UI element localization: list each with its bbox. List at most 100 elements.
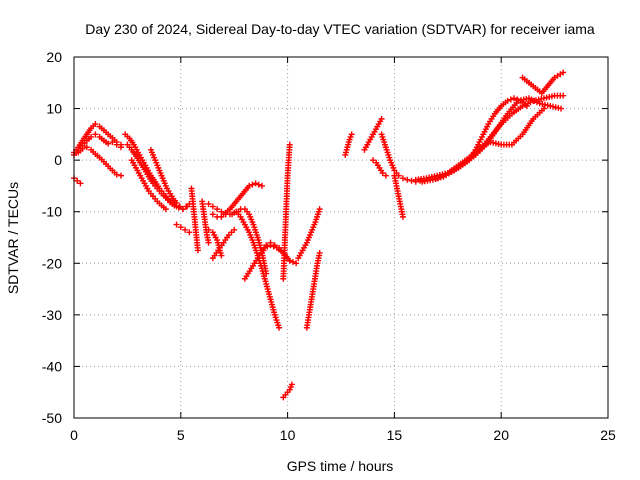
data-point <box>286 257 293 264</box>
axes: 0 5 10 15 20 25 -50 -40 -30 -20 -10 0 10 20 <box>42 49 616 443</box>
series-track-h <box>147 146 193 213</box>
data-point <box>182 226 189 233</box>
data-point <box>205 239 212 246</box>
data-point <box>74 177 81 184</box>
data-point <box>511 95 518 102</box>
data-point <box>109 139 116 146</box>
series-track-o <box>209 226 238 262</box>
data-point <box>289 258 296 265</box>
data-point <box>404 176 411 183</box>
plot-frame <box>73 56 609 419</box>
data-point <box>113 171 120 178</box>
data-point <box>276 324 283 331</box>
data-point <box>382 172 389 179</box>
series-track-i <box>173 221 193 236</box>
data-point <box>205 226 212 233</box>
x-tick-label: 10 <box>280 427 296 443</box>
data-point <box>186 229 193 236</box>
series-track-z <box>361 115 385 153</box>
data-point <box>173 199 180 206</box>
x-tick-label: 5 <box>177 427 185 443</box>
y-tick-label: -30 <box>42 307 62 323</box>
data-point <box>378 115 385 122</box>
x-tick-label: 0 <box>70 427 78 443</box>
series-track-w <box>295 206 323 262</box>
series-track-c <box>75 144 124 179</box>
data-point <box>316 206 323 213</box>
data-point <box>183 203 190 210</box>
grid <box>74 57 608 418</box>
data-point <box>316 249 323 256</box>
data-point <box>540 105 547 112</box>
data-point <box>293 260 300 267</box>
data-point <box>271 242 278 249</box>
data-point <box>514 96 521 103</box>
data-point <box>88 133 95 140</box>
data-point <box>560 69 567 76</box>
data-point <box>263 242 270 249</box>
data-point <box>286 141 293 148</box>
data-points <box>71 69 567 401</box>
data-point <box>209 203 216 210</box>
data-point <box>255 181 262 188</box>
y-tick-label: 0 <box>54 152 62 168</box>
data-point <box>507 96 514 103</box>
data-point <box>77 180 84 187</box>
series-track-j <box>188 185 201 254</box>
data-point <box>229 211 236 218</box>
data-point <box>205 200 212 207</box>
series-track-e <box>122 131 180 210</box>
data-point <box>175 204 182 211</box>
series-track-k <box>199 198 212 246</box>
y-tick-label: -50 <box>42 410 62 426</box>
data-point <box>92 121 99 128</box>
data-point <box>194 247 201 254</box>
series-track-s <box>241 242 300 282</box>
series-track-ag <box>466 95 530 164</box>
series-track-d <box>71 175 84 187</box>
y-tick-label: 20 <box>46 49 62 65</box>
data-point <box>177 224 184 231</box>
data-point <box>288 381 295 388</box>
y-tick-label: -20 <box>42 255 62 271</box>
series-track-r <box>233 208 283 331</box>
x-axis-label: GPS time / hours <box>287 458 394 474</box>
data-point <box>249 181 256 188</box>
data-point <box>252 180 259 187</box>
data-point <box>379 170 386 177</box>
data-point <box>270 243 277 250</box>
data-point <box>92 131 99 138</box>
data-point <box>370 157 377 164</box>
data-point <box>162 206 169 213</box>
series-track-y <box>342 131 355 158</box>
y-tick-label: -40 <box>42 358 62 374</box>
data-point <box>558 105 565 112</box>
y-tick-label: -10 <box>42 204 62 220</box>
data-point <box>399 175 406 182</box>
data-point <box>173 221 180 228</box>
data-point <box>246 182 253 189</box>
data-point <box>113 141 120 148</box>
data-point <box>179 206 186 213</box>
data-point <box>504 97 511 104</box>
data-point <box>105 140 112 147</box>
data-point <box>231 226 238 233</box>
data-point <box>399 213 406 220</box>
data-point <box>117 144 124 151</box>
data-point <box>408 177 415 184</box>
series-track-ah <box>519 69 567 97</box>
x-tick-label: 20 <box>493 427 509 443</box>
data-point <box>176 203 183 210</box>
data-point <box>79 145 86 152</box>
data-point <box>214 206 221 213</box>
series-track-g <box>128 157 169 213</box>
data-point <box>348 131 355 138</box>
data-point <box>218 252 225 259</box>
chart-title: Day 230 of 2024, Sidereal Day-to-day VTE… <box>85 21 595 37</box>
y-tick-label: 10 <box>46 101 62 117</box>
series-track-x <box>303 249 323 331</box>
series-track-u <box>280 141 293 282</box>
series-track-ac <box>391 172 406 220</box>
data-point <box>267 239 274 246</box>
